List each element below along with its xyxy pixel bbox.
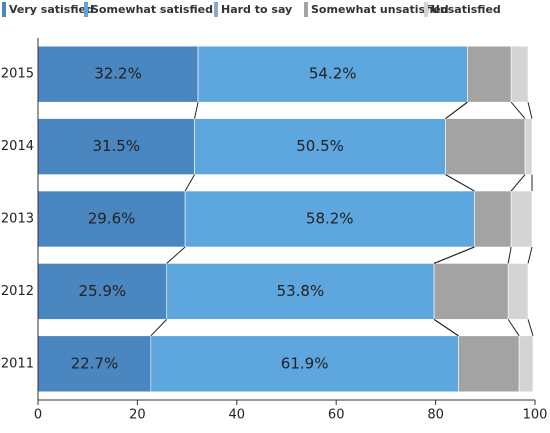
legend-swatch <box>424 2 428 17</box>
value-label: 54.2% <box>309 65 357 83</box>
bar-segment <box>445 118 526 175</box>
connector <box>527 246 533 264</box>
legend-label: Somewhat satisfied <box>91 3 213 16</box>
value-label: 61.9% <box>281 354 329 372</box>
bar-segment <box>507 263 529 320</box>
y-tick-label: 2015 <box>1 67 34 82</box>
legend-label: Very satisfied <box>9 3 94 16</box>
connector <box>527 102 533 119</box>
connector <box>166 246 186 264</box>
connector <box>510 101 526 119</box>
connector <box>507 319 520 337</box>
bar-segment <box>510 45 529 103</box>
bar-segment <box>166 263 435 320</box>
bar-segment <box>510 190 533 248</box>
bar-segment <box>524 118 533 175</box>
y-tick-label: 2012 <box>1 284 34 299</box>
bar-segment <box>150 335 459 393</box>
value-label: 22.7% <box>71 354 119 372</box>
legend-swatch <box>304 2 308 17</box>
bar-segment <box>37 335 152 393</box>
x-tick-label: 0 <box>34 408 42 423</box>
legend-label: Unsatisfied <box>431 3 501 16</box>
value-label: 25.9% <box>79 282 127 300</box>
legend-swatch <box>84 2 88 17</box>
bar-segment <box>433 263 509 320</box>
legend-swatch <box>2 2 6 17</box>
x-tick-label: 20 <box>129 408 146 423</box>
y-tick-label: 2011 <box>1 356 34 371</box>
value-label: 31.5% <box>92 137 140 155</box>
connector <box>527 319 534 336</box>
legend-label: Hard to say <box>221 3 292 16</box>
legend-label: Somewhat unsatisfied <box>311 3 449 16</box>
connector <box>433 318 459 337</box>
connector <box>433 246 475 264</box>
y-tick-label: 2014 <box>1 139 34 154</box>
value-label: 32.2% <box>94 65 142 83</box>
bar-segment <box>474 190 512 248</box>
value-label: 29.6% <box>88 210 136 228</box>
x-tick-label: 80 <box>427 408 444 423</box>
connector <box>445 101 468 120</box>
bar-segment <box>37 263 168 320</box>
value-label: 50.5% <box>296 137 344 155</box>
bar-segment <box>197 45 468 103</box>
x-tick-label: 60 <box>328 408 345 423</box>
bar-segment <box>37 190 186 248</box>
bar-segment <box>37 118 195 175</box>
legend-swatch <box>214 2 218 17</box>
x-tick-label: 40 <box>229 408 246 423</box>
x-tick-label: 100 <box>523 408 548 423</box>
value-label: 53.8% <box>277 282 325 300</box>
y-tick-label: 2013 <box>1 212 34 227</box>
connector <box>194 102 199 119</box>
connector <box>445 174 475 192</box>
connector <box>150 319 168 337</box>
bar-segment <box>458 335 520 393</box>
bar-segment <box>518 335 534 393</box>
connector <box>507 246 512 264</box>
value-label: 58.2% <box>306 210 354 228</box>
bar-segment <box>184 190 475 248</box>
bar-segment <box>194 118 446 175</box>
bar-segment <box>467 45 512 103</box>
connector <box>510 174 526 192</box>
connector <box>184 174 195 192</box>
